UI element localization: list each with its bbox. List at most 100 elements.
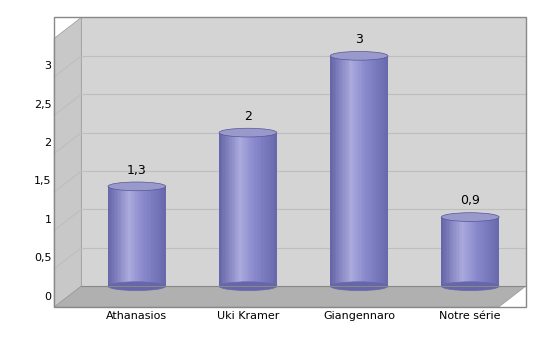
Bar [261, 133, 262, 286]
Bar [241, 133, 242, 286]
Bar [235, 133, 236, 286]
Bar [236, 133, 238, 286]
Bar [443, 217, 444, 286]
Bar [134, 186, 136, 286]
Bar [351, 56, 352, 286]
Bar [379, 56, 380, 286]
Bar [363, 56, 365, 286]
Bar [360, 56, 362, 286]
Bar [456, 217, 457, 286]
Bar [145, 186, 147, 286]
Bar [462, 217, 463, 286]
Bar [384, 56, 385, 286]
Bar [118, 186, 120, 286]
Bar [249, 133, 251, 286]
Bar [492, 217, 493, 286]
Bar [339, 56, 340, 286]
Bar [232, 133, 234, 286]
Bar [373, 56, 375, 286]
Bar [260, 133, 261, 286]
Bar [474, 217, 476, 286]
Ellipse shape [330, 51, 388, 60]
Bar [131, 186, 133, 286]
Bar [385, 56, 386, 286]
Bar [479, 217, 480, 286]
Bar [225, 133, 227, 286]
Bar [491, 217, 492, 286]
Bar [156, 186, 157, 286]
Ellipse shape [108, 182, 166, 191]
Bar [338, 56, 339, 286]
Bar [143, 186, 144, 286]
Bar [454, 217, 456, 286]
Bar [223, 133, 225, 286]
Bar [444, 217, 446, 286]
Bar [124, 186, 125, 286]
Bar [219, 133, 221, 286]
Text: 0: 0 [44, 292, 51, 302]
Bar [483, 217, 485, 286]
Bar [114, 186, 115, 286]
Bar [382, 56, 384, 286]
Bar [251, 133, 252, 286]
Bar [127, 186, 128, 286]
Bar [137, 186, 138, 286]
Bar [470, 217, 472, 286]
Bar [345, 56, 346, 286]
Bar [81, 17, 526, 286]
Bar [366, 56, 367, 286]
Bar [274, 133, 275, 286]
Bar [469, 217, 470, 286]
Bar [130, 186, 131, 286]
Bar [158, 186, 160, 286]
Bar [464, 217, 466, 286]
Bar [334, 56, 336, 286]
Bar [463, 217, 464, 286]
Bar [460, 217, 462, 286]
Bar [162, 186, 163, 286]
Bar [140, 186, 141, 286]
Bar [489, 217, 491, 286]
Bar [265, 133, 267, 286]
Bar [359, 56, 360, 286]
Bar [254, 133, 255, 286]
Bar [467, 217, 469, 286]
Bar [343, 56, 345, 286]
Bar [117, 186, 118, 286]
Bar [493, 217, 495, 286]
Bar [244, 133, 245, 286]
Text: Uki Kramer: Uki Kramer [217, 311, 279, 321]
Bar [336, 56, 338, 286]
Bar [369, 56, 371, 286]
Bar [486, 217, 487, 286]
Bar [342, 56, 343, 286]
Text: 2: 2 [44, 138, 51, 148]
Bar [136, 186, 137, 286]
Bar [482, 217, 483, 286]
Text: 1: 1 [44, 215, 51, 225]
Bar [485, 217, 486, 286]
Bar [238, 133, 240, 286]
Bar [449, 217, 450, 286]
Bar [275, 133, 277, 286]
Bar [147, 186, 149, 286]
Bar [54, 17, 526, 307]
Bar [365, 56, 366, 286]
Text: Athanasios: Athanasios [106, 311, 167, 321]
Bar [466, 217, 467, 286]
Text: 2,5: 2,5 [34, 100, 51, 110]
Bar [371, 56, 372, 286]
Polygon shape [54, 17, 81, 307]
Bar [138, 186, 140, 286]
Bar [54, 17, 526, 307]
Bar [441, 217, 443, 286]
Bar [240, 133, 241, 286]
Bar [457, 217, 459, 286]
Bar [247, 133, 248, 286]
Bar [122, 186, 124, 286]
Text: 1,5: 1,5 [34, 177, 51, 186]
Bar [151, 186, 153, 286]
Bar [358, 56, 359, 286]
Text: 2: 2 [244, 110, 252, 123]
Bar [372, 56, 373, 286]
